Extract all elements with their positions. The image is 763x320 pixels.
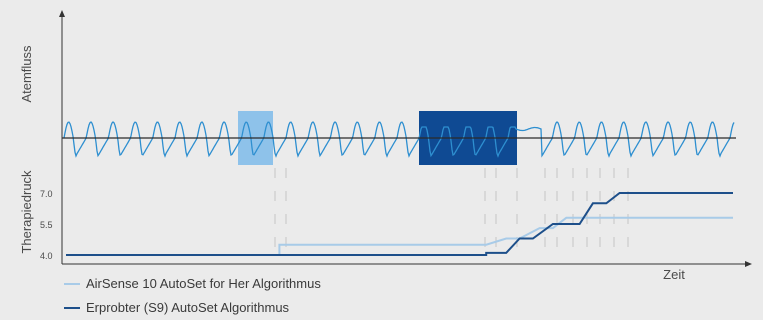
guide-dashes xyxy=(274,168,629,258)
legend-swatch-s9 xyxy=(64,306,80,309)
flow-axis-label: Atemfluss xyxy=(19,45,34,103)
legend-item-s9: Erprobter (S9) AutoSet Algorithmus xyxy=(64,300,289,315)
legend-item-airsense: AirSense 10 AutoSet for Her Algorithmus xyxy=(64,276,321,291)
legend-label-s9: Erprobter (S9) AutoSet Algorithmus xyxy=(86,300,290,315)
flow-waveform xyxy=(63,121,735,158)
y-tick-label-0: 4.0 xyxy=(40,251,53,261)
y-tick-labels: 4.0 5.5 7.0 xyxy=(40,189,53,261)
legend-label-airsense: AirSense 10 AutoSet for Her Algorithmus xyxy=(86,276,321,291)
legend-swatch-airsense xyxy=(64,282,80,285)
x-axis-label: Zeit xyxy=(663,267,685,282)
series-line-0 xyxy=(66,216,733,256)
y-axis-arrow xyxy=(59,10,65,17)
y-tick-label-1: 5.5 xyxy=(40,220,53,230)
pressure-axis-label: Therapiedruck xyxy=(19,170,34,254)
y-tick-label-2: 7.0 xyxy=(40,189,53,199)
series-line-1 xyxy=(66,192,733,256)
x-axis-arrow xyxy=(745,261,752,267)
pressure-series xyxy=(66,192,733,256)
